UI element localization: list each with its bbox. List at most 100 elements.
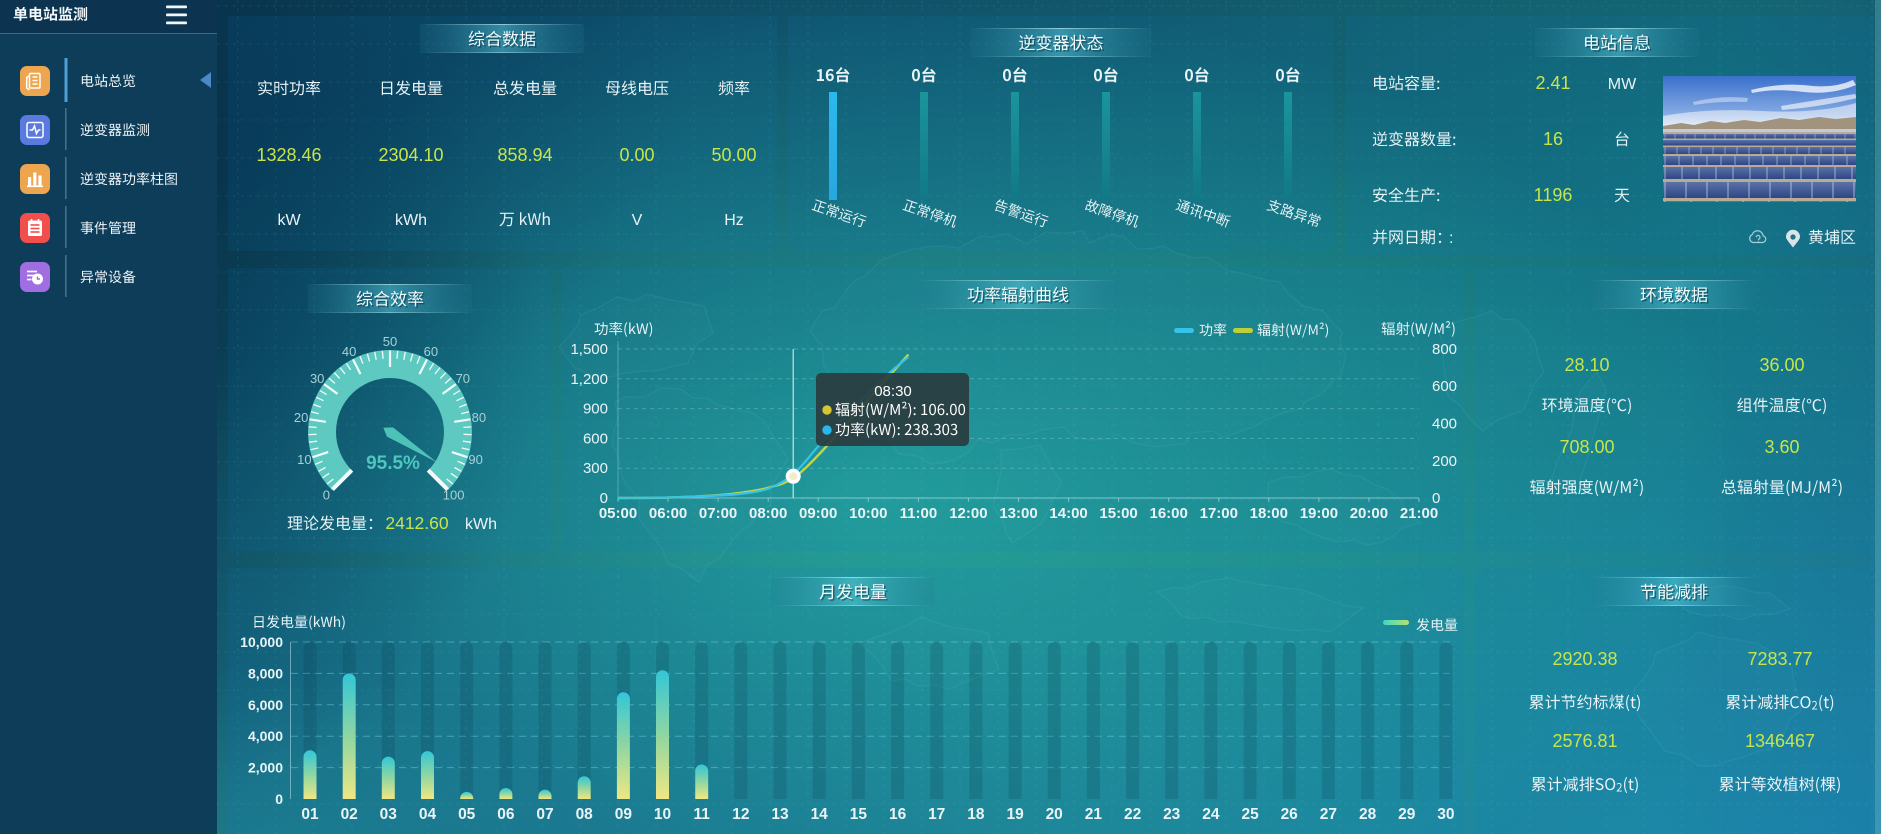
svg-text:0: 0 <box>1432 490 1440 507</box>
svg-text:16: 16 <box>1543 129 1563 149</box>
svg-text:10:00: 10:00 <box>849 505 887 522</box>
svg-text:09:00: 09:00 <box>799 505 837 522</box>
svg-text:2304.10: 2304.10 <box>378 145 443 165</box>
svg-text:90: 90 <box>468 452 482 467</box>
svg-text:21:00: 21:00 <box>1400 505 1438 522</box>
svg-text:kWh: kWh <box>465 516 497 533</box>
svg-text:08:30: 08:30 <box>874 383 912 400</box>
svg-text:02: 02 <box>341 806 358 823</box>
svg-text:600: 600 <box>583 430 608 447</box>
svg-text:1,500: 1,500 <box>570 341 608 358</box>
svg-text:10: 10 <box>654 806 671 823</box>
svg-text:17: 17 <box>928 806 945 823</box>
svg-text:19: 19 <box>1006 806 1024 823</box>
svg-text:18:00: 18:00 <box>1250 505 1288 522</box>
svg-text:7283.77: 7283.77 <box>1747 649 1812 669</box>
svg-text:0: 0 <box>275 791 283 807</box>
svg-text:1328.46: 1328.46 <box>256 145 321 165</box>
svg-text:28.10: 28.10 <box>1564 355 1609 375</box>
svg-text:20: 20 <box>294 410 308 425</box>
svg-text:200: 200 <box>1432 453 1457 470</box>
svg-text:13: 13 <box>771 806 789 823</box>
svg-text:05: 05 <box>458 806 476 823</box>
svg-text:2576.81: 2576.81 <box>1552 731 1617 751</box>
svg-text:20:00: 20:00 <box>1350 505 1388 522</box>
svg-text:50.00: 50.00 <box>711 145 756 165</box>
svg-text:600: 600 <box>1432 378 1457 395</box>
svg-text:29: 29 <box>1398 806 1416 823</box>
svg-text:0: 0 <box>323 488 330 503</box>
svg-text:11: 11 <box>694 806 711 823</box>
svg-text:12: 12 <box>732 806 749 823</box>
svg-text:26: 26 <box>1281 806 1299 823</box>
svg-text:6,000: 6,000 <box>248 697 283 713</box>
svg-text:1,200: 1,200 <box>570 371 608 388</box>
svg-text:40: 40 <box>342 344 356 359</box>
svg-text:10: 10 <box>297 452 311 467</box>
svg-text:14:00: 14:00 <box>1049 505 1087 522</box>
svg-text:400: 400 <box>1432 416 1457 433</box>
svg-text:70: 70 <box>456 371 470 386</box>
svg-text:15:00: 15:00 <box>1099 505 1137 522</box>
svg-text:36.00: 36.00 <box>1759 355 1804 375</box>
svg-text:25: 25 <box>1241 806 1259 823</box>
svg-text:05:00: 05:00 <box>599 505 637 522</box>
svg-text:8,000: 8,000 <box>248 665 283 681</box>
svg-text:04: 04 <box>419 806 437 823</box>
svg-text:800: 800 <box>1432 341 1457 358</box>
svg-text:100: 100 <box>443 488 465 503</box>
svg-text:22: 22 <box>1124 806 1141 823</box>
svg-text:0.00: 0.00 <box>619 145 654 165</box>
svg-text:80: 80 <box>472 410 486 425</box>
svg-text:13:00: 13:00 <box>999 505 1037 522</box>
svg-text:17:00: 17:00 <box>1200 505 1238 522</box>
svg-text:kW: kW <box>277 212 301 229</box>
svg-text:95.5%: 95.5% <box>366 453 420 474</box>
svg-text:08:00: 08:00 <box>749 505 787 522</box>
svg-text::: : <box>1449 230 1453 247</box>
svg-text:Hz: Hz <box>724 212 744 229</box>
svg-text:300: 300 <box>583 460 608 477</box>
svg-text:03: 03 <box>380 806 398 823</box>
svg-text:06:00: 06:00 <box>649 505 687 522</box>
svg-text:12:00: 12:00 <box>949 505 987 522</box>
svg-text:28: 28 <box>1359 806 1377 823</box>
svg-text:19:00: 19:00 <box>1300 505 1338 522</box>
svg-text:30: 30 <box>310 371 324 386</box>
svg-text:07:00: 07:00 <box>699 505 737 522</box>
svg-text:900: 900 <box>583 401 608 418</box>
svg-text:24: 24 <box>1202 806 1220 823</box>
svg-text:2412.60: 2412.60 <box>385 513 449 533</box>
svg-text:08: 08 <box>576 806 594 823</box>
svg-text:30: 30 <box>1437 806 1454 823</box>
svg-text:1346467: 1346467 <box>1745 731 1815 751</box>
svg-text:27: 27 <box>1320 806 1337 823</box>
svg-text:06: 06 <box>497 806 515 823</box>
svg-text:14: 14 <box>811 806 829 823</box>
svg-text:20: 20 <box>1046 806 1063 823</box>
svg-text:MW: MW <box>1608 76 1637 93</box>
svg-text:4,000: 4,000 <box>248 728 283 744</box>
svg-text:1196: 1196 <box>1534 185 1573 205</box>
svg-text:V: V <box>632 212 643 229</box>
svg-text:11:00: 11:00 <box>900 505 938 522</box>
svg-text:50: 50 <box>383 334 397 349</box>
svg-text:2.41: 2.41 <box>1535 73 1570 93</box>
svg-text:09: 09 <box>615 806 633 823</box>
svg-text:15: 15 <box>850 806 868 823</box>
svg-text:16: 16 <box>889 806 907 823</box>
svg-text:23: 23 <box>1163 806 1181 823</box>
svg-text:07: 07 <box>536 806 553 823</box>
svg-text:01: 01 <box>301 806 319 823</box>
svg-text:10,000: 10,000 <box>240 634 283 650</box>
svg-text:60: 60 <box>424 344 438 359</box>
svg-text:3.60: 3.60 <box>1764 437 1799 457</box>
svg-text:18: 18 <box>967 806 985 823</box>
svg-text:708.00: 708.00 <box>1559 437 1614 457</box>
svg-text:858.94: 858.94 <box>497 145 552 165</box>
svg-text:16:00: 16:00 <box>1150 505 1188 522</box>
svg-text:0: 0 <box>600 490 608 507</box>
svg-text:21: 21 <box>1085 806 1103 823</box>
svg-text:2920.38: 2920.38 <box>1552 649 1617 669</box>
svg-text:kWh: kWh <box>395 212 427 229</box>
